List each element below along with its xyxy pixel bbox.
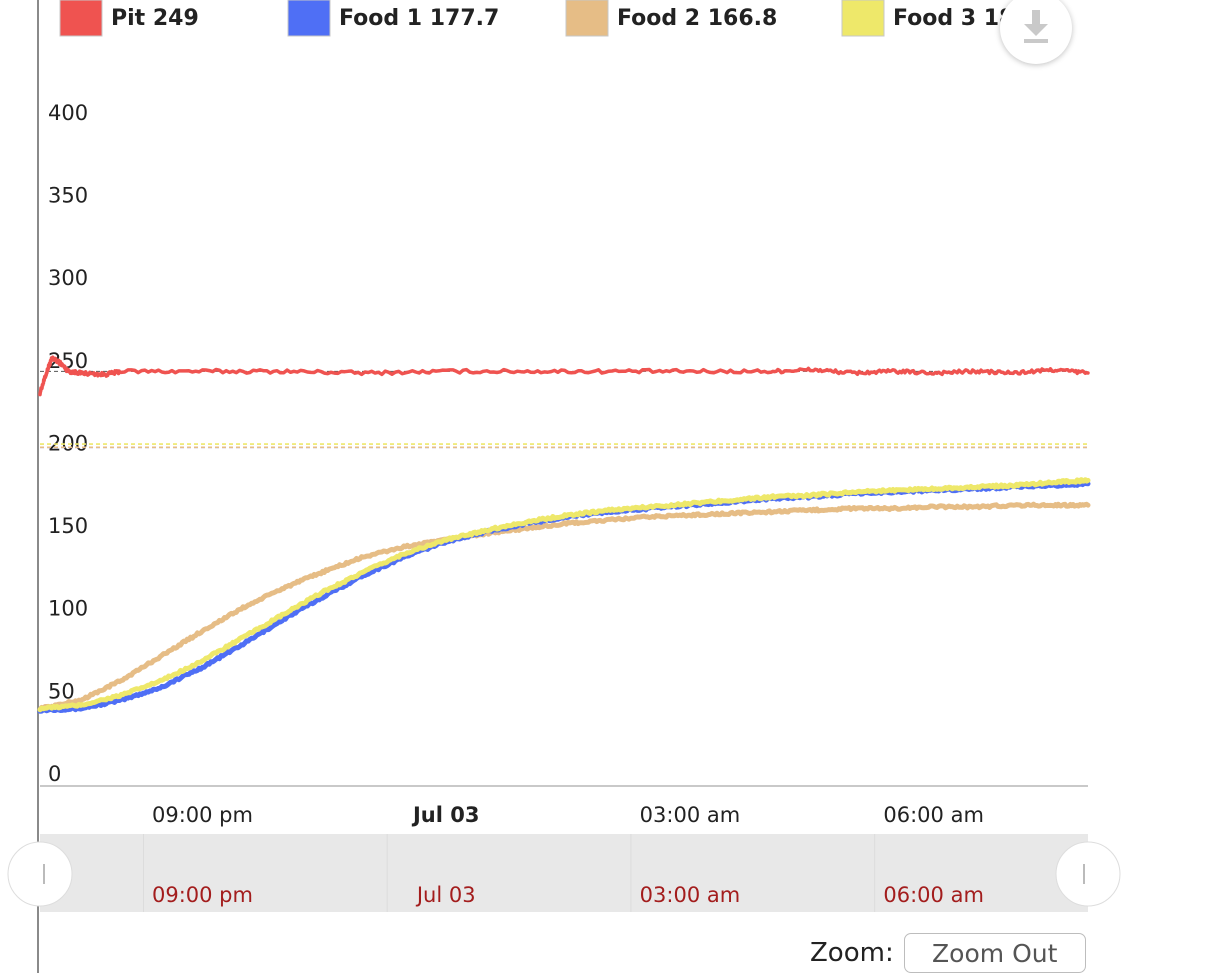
- navigator[interactable]: 09:00 pm Jul 03 03:00 am 06:00 am: [7, 834, 1121, 912]
- y-tick-label: 100: [48, 597, 88, 621]
- zoom-controls: Zoom: Zoom Out: [810, 931, 1086, 975]
- navigator-label: Jul 03: [415, 883, 476, 907]
- y-tick-label: 0: [48, 762, 61, 786]
- legend-swatch: [59, 0, 103, 37]
- series-line-food-3[interactable]: [37, 477, 1091, 713]
- legend-item-2[interactable]: Food 1 177.7: [287, 0, 499, 37]
- navigator-label: 03:00 am: [640, 883, 741, 907]
- y-tick-label: 300: [48, 266, 88, 290]
- navigator-label: 06:00 am: [883, 883, 984, 907]
- plot-area[interactable]: [37, 355, 1091, 714]
- navigator-handle-right[interactable]: [1055, 841, 1121, 907]
- series-line-pit[interactable]: [38, 355, 1090, 397]
- y-tick-label: 50: [48, 679, 75, 703]
- x-tick-label: Jul 03: [411, 803, 480, 827]
- legend: Pit 249 Food 1 177.7 Food 2 166.8 Food 3 18…: [59, 0, 1053, 37]
- zoom-out-button[interactable]: Zoom Out: [903, 933, 1086, 973]
- series-line-food-2[interactable]: [37, 501, 1091, 713]
- legend-swatch: [565, 0, 609, 37]
- page-left-border: [37, 0, 39, 973]
- navigator-track[interactable]: [40, 834, 1088, 912]
- legend-item-3[interactable]: Food 2 166.8: [565, 0, 777, 37]
- y-tick-label: 400: [48, 101, 88, 125]
- legend-label: Food 1 177.7: [339, 6, 499, 31]
- y-tick-label: 350: [48, 183, 88, 207]
- y-tick-label: 150: [48, 514, 88, 538]
- legend-swatch: [287, 0, 331, 37]
- x-axis: 09:00 pm Jul 03 03:00 am 06:00 am: [40, 785, 1088, 827]
- export-menu-button[interactable]: [1000, 0, 1072, 64]
- x-tick-label: 03:00 am: [640, 803, 741, 827]
- x-tick-label: 09:00 pm: [152, 803, 253, 827]
- x-tick-label: 06:00 am: [883, 803, 984, 827]
- legend-label: Pit 249: [111, 6, 199, 31]
- navigator-label: 09:00 pm: [152, 883, 253, 907]
- download-icon: [1024, 10, 1048, 43]
- zoom-label: Zoom:: [810, 938, 894, 968]
- legend-label: Food 2 166.8: [617, 6, 777, 31]
- navigator-handle-left[interactable]: [7, 841, 73, 907]
- legend-item-1[interactable]: Pit 249: [59, 0, 199, 37]
- legend-swatch: [841, 0, 885, 37]
- target-lines: [40, 370, 1088, 449]
